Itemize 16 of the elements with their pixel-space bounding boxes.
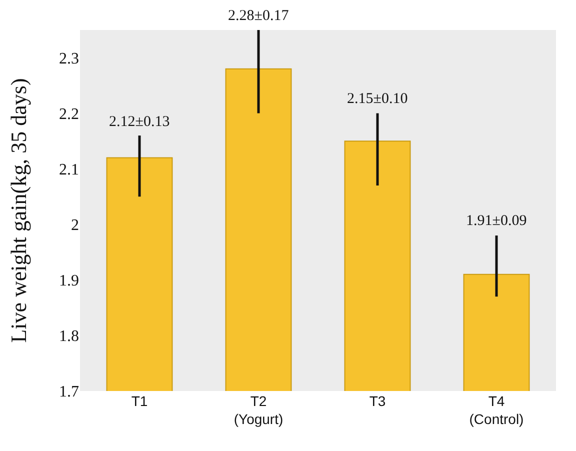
y-axis-title: Live weight gain(kg, 35 days) — [6, 78, 31, 343]
data-label: 2.28±0.17 — [228, 8, 290, 24]
data-label: 1.91±0.09 — [466, 213, 527, 229]
x-tick-label: T3 — [369, 393, 386, 409]
x-tick-label: T4 (Control) — [469, 393, 524, 428]
y-tick-label: 2.2 — [59, 106, 79, 123]
y-tick-label: 2 — [71, 216, 79, 234]
y-tick-label: 1.8 — [59, 328, 79, 346]
y-tick-label: 2.3 — [59, 50, 79, 68]
data-label: 2.12±0.13 — [109, 114, 170, 130]
x-tick-label: T2 (Yogurt) — [234, 393, 284, 428]
x-tick-label: T1 — [131, 393, 148, 409]
y-tick-label: 1.9 — [59, 272, 79, 290]
y-tick-label: 2.1 — [59, 161, 79, 178]
y-tick-label: 1.7 — [59, 384, 79, 401]
data-label: 2.15±0.10 — [347, 91, 408, 107]
